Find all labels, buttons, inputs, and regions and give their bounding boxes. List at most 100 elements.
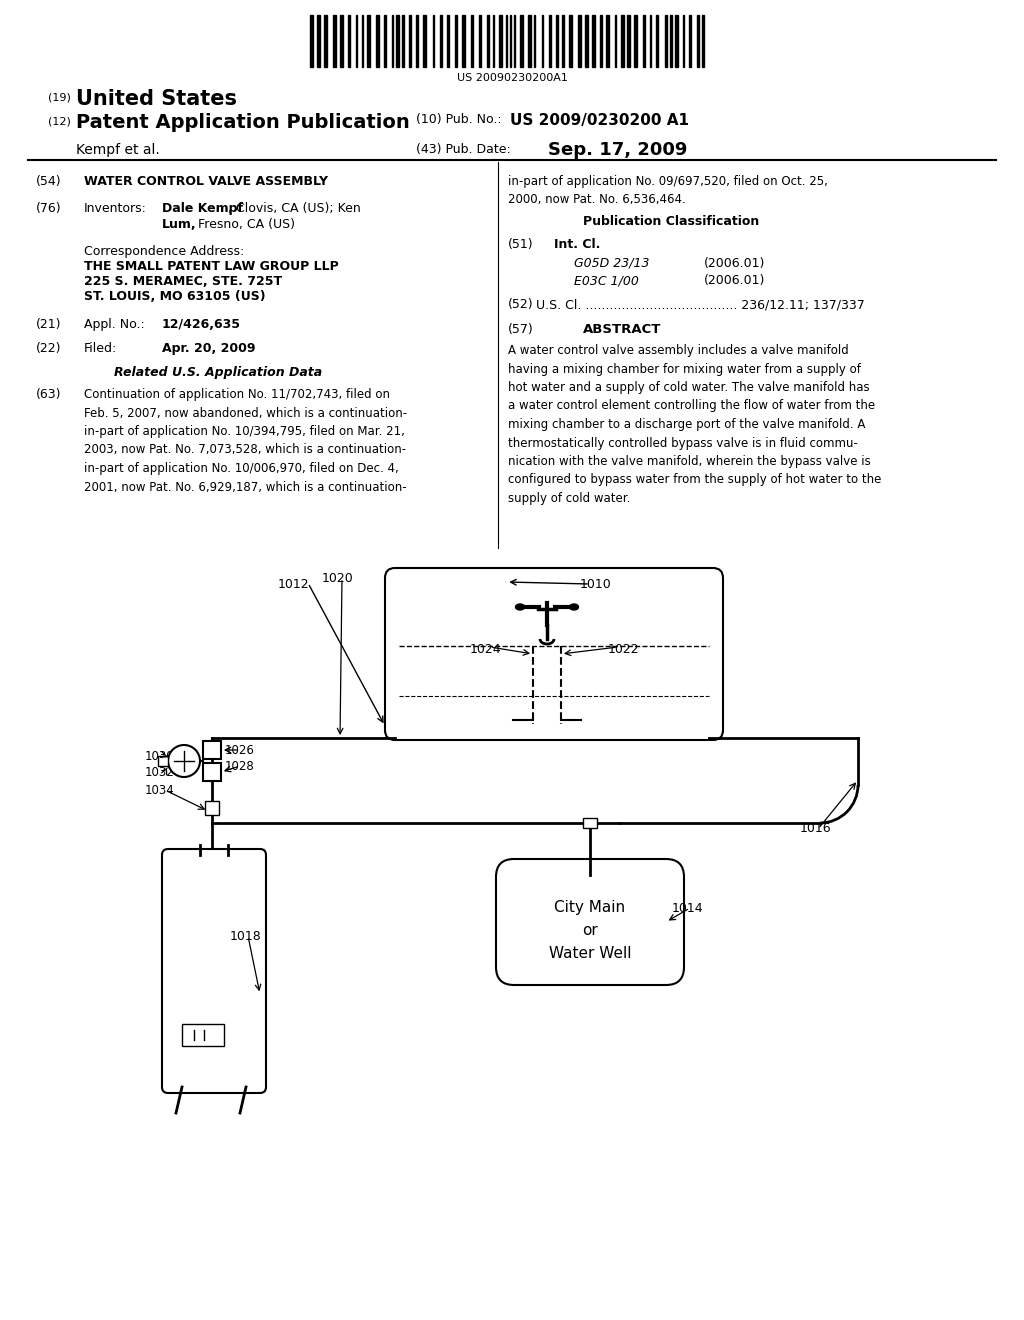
Bar	[487, 15, 489, 67]
Text: Inventors:: Inventors:	[84, 202, 146, 215]
Text: Lum,: Lum,	[162, 218, 197, 231]
Circle shape	[168, 744, 200, 777]
Text: 1028: 1028	[225, 760, 255, 774]
FancyBboxPatch shape	[385, 568, 723, 741]
Text: Related U.S. Application Data: Related U.S. Application Data	[114, 366, 323, 379]
Ellipse shape	[515, 605, 524, 610]
Text: WATER CONTROL VALVE ASSEMBLY: WATER CONTROL VALVE ASSEMBLY	[84, 176, 328, 187]
Text: Publication Classification: Publication Classification	[583, 215, 759, 228]
Text: (10) Pub. No.:: (10) Pub. No.:	[416, 114, 502, 125]
Bar	[203, 741, 221, 759]
Bar	[520, 15, 523, 67]
Bar	[440, 15, 442, 67]
Bar	[182, 1024, 224, 1045]
Text: , Clovis, CA (US); Ken: , Clovis, CA (US); Ken	[228, 202, 360, 215]
Bar	[376, 15, 379, 67]
Bar	[578, 15, 581, 67]
Bar	[600, 15, 602, 67]
Text: G05D 23/13: G05D 23/13	[574, 257, 649, 271]
Text: (63): (63)	[36, 388, 61, 401]
Text: 1014: 1014	[672, 902, 703, 915]
Bar	[606, 15, 609, 67]
Bar	[471, 15, 473, 67]
Text: Filed:: Filed:	[84, 342, 118, 355]
Text: (76): (76)	[36, 202, 61, 215]
Bar	[203, 763, 221, 781]
Text: 225 S. MERAMEC, STE. 725T: 225 S. MERAMEC, STE. 725T	[84, 275, 283, 288]
Bar	[675, 15, 678, 67]
FancyBboxPatch shape	[162, 849, 266, 1093]
Text: (52): (52)	[508, 298, 534, 312]
Text: 1034: 1034	[145, 784, 175, 797]
Bar	[455, 15, 457, 67]
Bar	[697, 15, 699, 67]
Bar	[643, 15, 645, 67]
Text: (21): (21)	[36, 318, 61, 331]
Bar	[479, 15, 481, 67]
Bar	[324, 15, 327, 67]
Text: ABSTRACT: ABSTRACT	[583, 323, 662, 337]
Bar	[499, 15, 502, 67]
Bar	[583, 818, 597, 828]
Bar	[665, 15, 667, 67]
Text: THE SMALL PATENT LAW GROUP LLP: THE SMALL PATENT LAW GROUP LLP	[84, 260, 339, 273]
Text: Patent Application Publication: Patent Application Publication	[76, 114, 410, 132]
Text: (2006.01): (2006.01)	[705, 257, 765, 271]
Text: 1030: 1030	[145, 750, 175, 763]
Bar	[409, 15, 411, 67]
Bar	[689, 15, 691, 67]
Bar	[670, 15, 672, 67]
Text: US 2009/0230200 A1: US 2009/0230200 A1	[510, 114, 689, 128]
Bar	[158, 756, 168, 766]
Bar	[348, 15, 350, 67]
Bar	[569, 15, 572, 67]
Bar	[549, 15, 551, 67]
Bar	[384, 15, 386, 67]
Text: (57): (57)	[508, 323, 534, 337]
Text: (19): (19)	[48, 92, 71, 102]
Bar	[310, 15, 313, 67]
Text: (22): (22)	[36, 342, 61, 355]
Bar	[396, 15, 399, 67]
Text: U.S. Cl. ...................................... 236/12.11; 137/337: U.S. Cl. ...............................…	[536, 298, 864, 312]
Text: Dale Kempf: Dale Kempf	[162, 202, 243, 215]
Bar	[585, 15, 588, 67]
Text: City Main
or
Water Well: City Main or Water Well	[549, 900, 631, 961]
Bar	[562, 15, 564, 67]
Text: 1012: 1012	[278, 578, 309, 591]
Text: Fresno, CA (US): Fresno, CA (US)	[194, 218, 295, 231]
Text: Apr. 20, 2009: Apr. 20, 2009	[162, 342, 256, 355]
Bar	[634, 15, 637, 67]
Text: 12/426,635: 12/426,635	[162, 318, 241, 331]
Bar	[627, 15, 630, 67]
Bar	[656, 15, 658, 67]
Text: Kempf et al.: Kempf et al.	[76, 143, 160, 157]
Text: (12): (12)	[48, 116, 71, 125]
Bar	[333, 15, 336, 67]
Text: US 20090230200A1: US 20090230200A1	[457, 73, 567, 83]
Text: ST. LOUIS, MO 63105 (US): ST. LOUIS, MO 63105 (US)	[84, 290, 265, 304]
Text: Sep. 17, 2009: Sep. 17, 2009	[548, 141, 687, 158]
Text: (2006.01): (2006.01)	[705, 275, 765, 286]
Bar	[556, 15, 558, 67]
Text: Appl. No.:: Appl. No.:	[84, 318, 144, 331]
Text: United States: United States	[76, 88, 237, 110]
Bar	[367, 15, 370, 67]
Text: 1020: 1020	[322, 572, 353, 585]
Text: (51): (51)	[508, 238, 534, 251]
Bar	[205, 801, 219, 814]
Text: 1026: 1026	[225, 744, 255, 756]
Bar	[317, 15, 319, 67]
Text: Continuation of application No. 11/702,743, filed on
Feb. 5, 2007, now abandoned: Continuation of application No. 11/702,7…	[84, 388, 408, 494]
Bar	[528, 15, 531, 67]
Bar	[416, 15, 418, 67]
Text: 1016: 1016	[800, 822, 831, 836]
Text: Int. Cl.: Int. Cl.	[554, 238, 600, 251]
Bar	[423, 15, 426, 67]
Text: A water control valve assembly includes a valve manifold
having a mixing chamber: A water control valve assembly includes …	[508, 345, 882, 506]
Bar	[340, 15, 343, 67]
Bar	[621, 15, 624, 67]
Text: 1032: 1032	[145, 766, 175, 779]
Bar	[592, 15, 595, 67]
Text: 1018: 1018	[230, 931, 262, 942]
